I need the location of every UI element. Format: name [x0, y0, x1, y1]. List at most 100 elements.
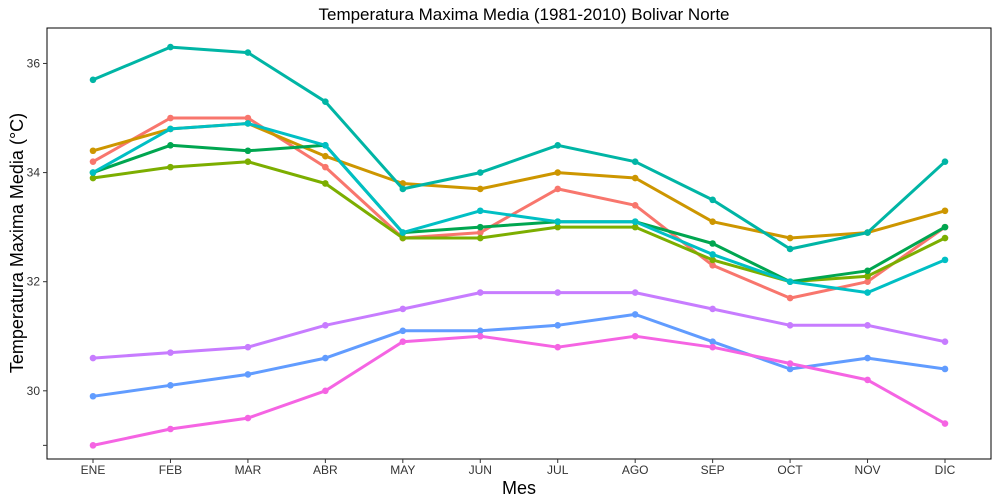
y-axis: 30 32 34 36 — [27, 56, 47, 446]
data-point — [476, 289, 484, 296]
data-point — [864, 354, 871, 362]
data-point — [167, 425, 174, 433]
data-point — [244, 414, 252, 422]
x-axis-title: Mes — [502, 478, 536, 498]
data-point — [476, 327, 484, 335]
data-point — [322, 152, 329, 160]
x-tick-label: MAR — [235, 463, 262, 477]
data-point — [399, 327, 407, 335]
data-point — [941, 420, 949, 427]
data-point — [167, 141, 174, 149]
series-6 — [89, 43, 949, 253]
series-line — [91, 116, 947, 300]
y-axis-title: Temperatura Maxima Media (°C) — [7, 113, 27, 373]
data-point — [554, 169, 562, 176]
data-point — [631, 223, 639, 231]
data-point — [864, 322, 871, 329]
y-tick-label: 32 — [27, 275, 41, 289]
x-tick-label: FEB — [159, 463, 182, 477]
data-point — [941, 158, 949, 165]
data-point — [631, 332, 639, 340]
data-point — [244, 114, 252, 122]
series-line — [91, 143, 947, 284]
data-point — [399, 229, 407, 236]
data-point — [864, 289, 871, 296]
data-point — [322, 163, 329, 171]
plot-frame — [46, 27, 992, 460]
series-9 — [89, 332, 949, 449]
data-point — [554, 223, 562, 231]
data-point — [89, 147, 97, 155]
data-point — [554, 141, 562, 149]
data-point — [476, 223, 484, 231]
data-point — [786, 294, 794, 302]
data-point — [709, 240, 716, 247]
x-tick-label: NOV — [855, 463, 881, 477]
data-point — [89, 392, 97, 400]
data-point — [167, 114, 174, 122]
data-point — [167, 163, 174, 171]
data-point — [709, 262, 716, 269]
data-point — [786, 365, 794, 373]
data-point — [322, 354, 329, 362]
x-tick-label: ENE — [81, 463, 106, 477]
chart-title: Temperatura Maxima Media (1981-2010) Bol… — [318, 5, 729, 24]
data-point — [554, 322, 562, 329]
data-point — [941, 223, 949, 231]
data-point — [89, 76, 97, 84]
y-tick-label: 30 — [27, 384, 41, 398]
data-point — [941, 338, 949, 346]
data-point — [709, 251, 716, 258]
data-point — [89, 169, 97, 176]
data-point — [476, 207, 484, 215]
data-point — [864, 229, 871, 236]
series-line — [91, 122, 947, 295]
data-point — [786, 245, 794, 253]
data-point — [322, 387, 329, 395]
data-point — [941, 256, 949, 264]
data-point — [89, 354, 97, 362]
data-point — [244, 158, 252, 165]
data-point — [167, 349, 174, 356]
data-point — [709, 218, 716, 225]
data-point — [864, 376, 871, 384]
data-point — [631, 218, 639, 225]
data-point — [89, 174, 97, 182]
data-point — [631, 311, 639, 318]
data-point — [322, 141, 329, 149]
data-point — [476, 185, 484, 193]
data-point — [476, 169, 484, 176]
data-point — [709, 305, 716, 313]
data-point — [554, 343, 562, 351]
x-axis: ENE FEB MAR ABR MAY JUN JUL AGO SEP OCT NOV DIC — [81, 459, 956, 477]
data-point — [864, 272, 871, 280]
x-tick-label: SEP — [701, 463, 725, 477]
data-point — [554, 289, 562, 296]
data-point — [244, 343, 252, 351]
data-point — [709, 256, 716, 264]
data-point — [786, 322, 794, 329]
data-point — [399, 338, 407, 346]
series-line — [91, 291, 947, 360]
series-1 — [89, 114, 949, 302]
x-tick-label: ABR — [313, 463, 338, 477]
x-tick-label: JUL — [547, 463, 569, 477]
series-5 — [89, 120, 949, 296]
x-tick-label: DIC — [935, 463, 956, 477]
series-line — [91, 334, 947, 447]
data-point — [89, 442, 97, 449]
data-point — [631, 174, 639, 182]
data-point — [709, 343, 716, 351]
data-point — [631, 289, 639, 296]
x-tick-label: JUN — [469, 463, 492, 477]
data-point — [244, 147, 252, 155]
data-point — [554, 185, 562, 193]
data-point — [89, 158, 97, 165]
series-3 — [89, 158, 949, 285]
series-layer — [89, 43, 949, 449]
data-point — [167, 43, 174, 51]
y-tick-label: 36 — [27, 56, 41, 70]
y-tick-label: 34 — [27, 166, 41, 180]
